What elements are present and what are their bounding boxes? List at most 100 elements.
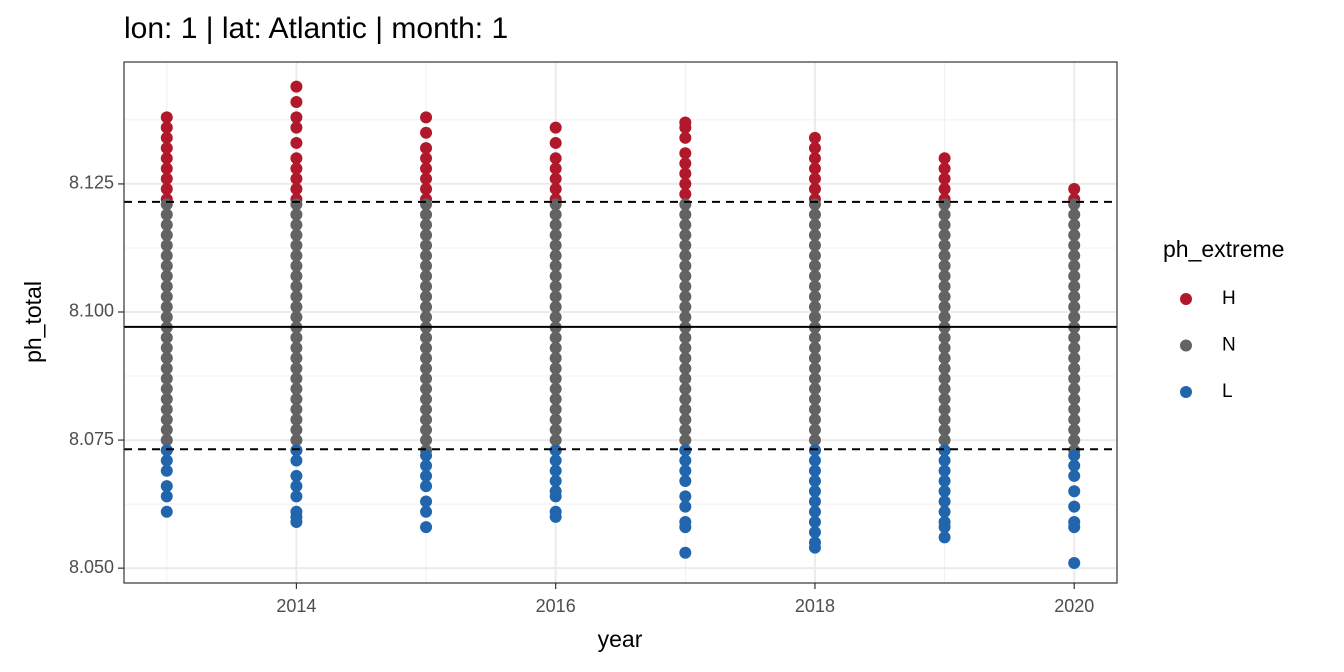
point [1068, 249, 1081, 262]
plot-panel [124, 62, 1117, 583]
point [290, 480, 303, 493]
point [1068, 218, 1081, 231]
legend-marker [1180, 339, 1192, 352]
panel-border [123, 61, 1118, 584]
point [938, 280, 951, 293]
point [679, 444, 692, 457]
point [808, 198, 821, 211]
point [290, 172, 303, 185]
point [938, 208, 951, 221]
point [938, 172, 951, 185]
point [679, 300, 692, 313]
point [160, 382, 173, 395]
point [549, 121, 562, 134]
point [679, 490, 692, 503]
point [549, 152, 562, 165]
x-tick-label: 2018 [795, 596, 835, 616]
point [160, 111, 173, 124]
point [290, 218, 303, 231]
point [160, 352, 173, 365]
point [160, 172, 173, 185]
point [290, 454, 303, 467]
point [808, 423, 821, 436]
point [290, 229, 303, 242]
point [1068, 521, 1081, 534]
point [1068, 341, 1081, 354]
point [808, 142, 821, 155]
point [290, 372, 303, 385]
point [549, 362, 562, 375]
point [549, 162, 562, 175]
point [679, 259, 692, 272]
point [549, 464, 562, 477]
point [160, 121, 173, 134]
point [420, 331, 433, 344]
point [549, 352, 562, 365]
point [679, 167, 692, 180]
point [160, 311, 173, 324]
point [549, 331, 562, 344]
point [290, 444, 303, 457]
point [290, 469, 303, 482]
point [160, 152, 173, 165]
point [290, 280, 303, 293]
point [290, 290, 303, 303]
point [420, 311, 433, 324]
point [1068, 290, 1081, 303]
point [808, 526, 821, 539]
point [160, 454, 173, 467]
point [1068, 183, 1081, 196]
point [290, 331, 303, 344]
point [420, 495, 433, 508]
point [679, 121, 692, 134]
point [679, 229, 692, 242]
point [290, 341, 303, 354]
point [938, 152, 951, 165]
point [290, 80, 303, 93]
point [290, 152, 303, 165]
point [549, 311, 562, 324]
point [549, 300, 562, 313]
point [679, 239, 692, 252]
point [808, 152, 821, 165]
point [679, 280, 692, 293]
point [290, 239, 303, 252]
point [679, 331, 692, 344]
point [808, 485, 821, 498]
point [160, 403, 173, 416]
point [160, 239, 173, 252]
point [549, 280, 562, 293]
point [938, 434, 951, 447]
point [420, 382, 433, 395]
point [290, 403, 303, 416]
point [1068, 239, 1081, 252]
point [160, 372, 173, 385]
point [938, 382, 951, 395]
point [808, 372, 821, 385]
point [1068, 557, 1081, 570]
point [679, 249, 692, 262]
point [290, 136, 303, 149]
point [420, 198, 433, 211]
point [938, 352, 951, 365]
point [938, 393, 951, 406]
point [679, 413, 692, 426]
point [808, 183, 821, 196]
point [420, 413, 433, 426]
point [549, 444, 562, 457]
point [420, 290, 433, 303]
point [679, 131, 692, 144]
point [1068, 300, 1081, 313]
point [420, 229, 433, 242]
point [679, 434, 692, 447]
point [938, 229, 951, 242]
point [420, 393, 433, 406]
point [160, 362, 173, 375]
point [420, 423, 433, 436]
point [938, 218, 951, 231]
point [160, 505, 173, 518]
point [160, 300, 173, 313]
point [808, 541, 821, 554]
